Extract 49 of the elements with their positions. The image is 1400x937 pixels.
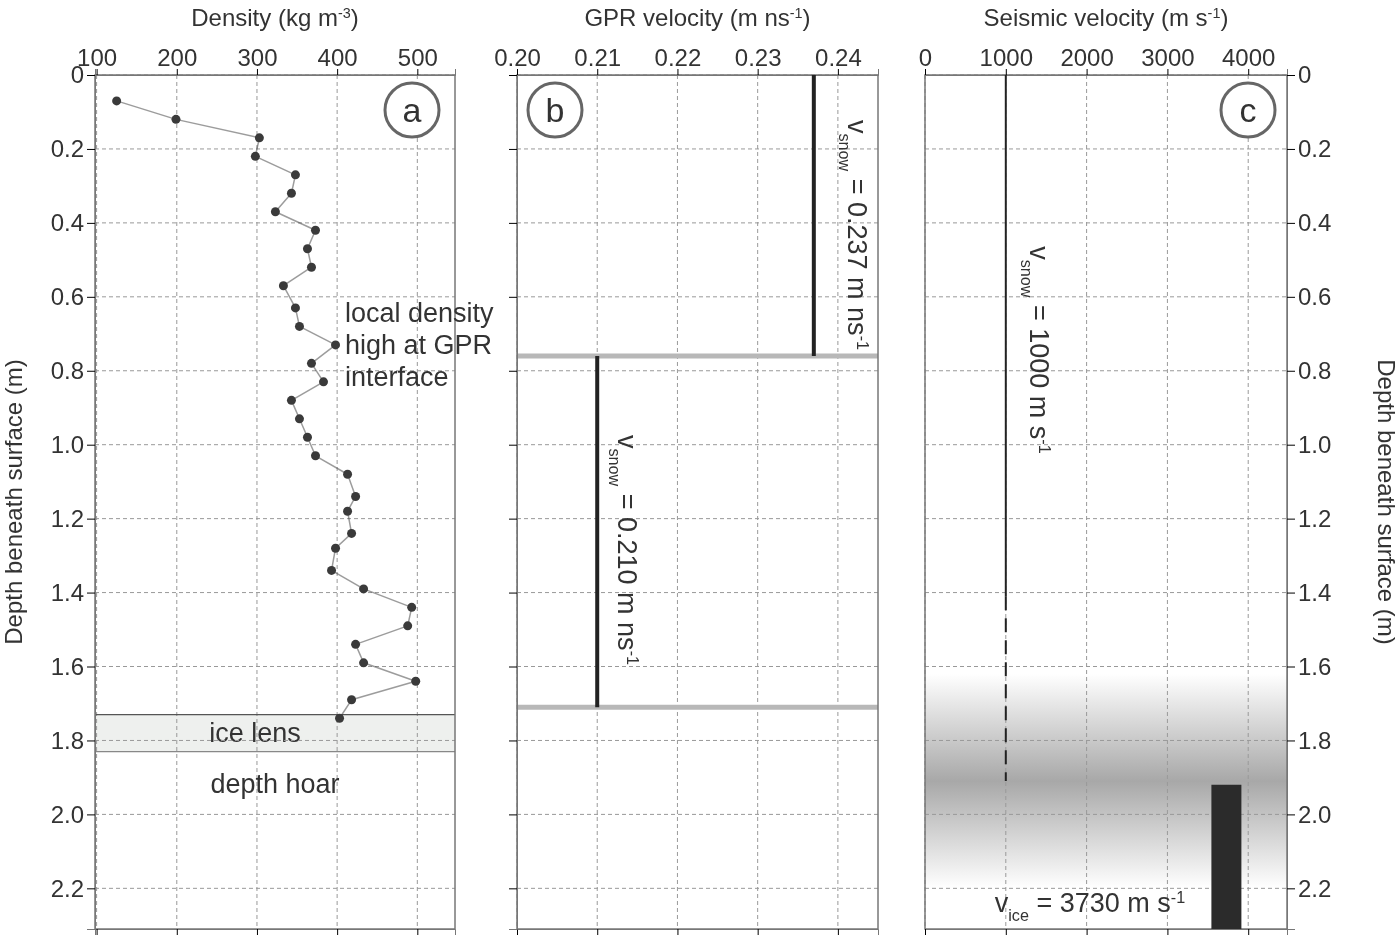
y-tick-label: 2.2 <box>1298 874 1332 902</box>
y-tick-label: 0.8 <box>1298 356 1332 384</box>
x-tick-label: 4000 <box>1222 44 1276 71</box>
y-tick-label: 0.6 <box>1298 283 1332 310</box>
x-tick-label: 1000 <box>979 44 1033 71</box>
x-axis-title: Seismic velocity (m s$^{-1}$) <box>983 4 1229 31</box>
annotation: depth hoar <box>210 769 340 799</box>
y-tick-label: 0 <box>1298 61 1312 89</box>
y-tick-label: 2.0 <box>50 800 84 828</box>
y-tick-label: 0.2 <box>50 135 84 163</box>
x-tick-label: 2000 <box>1060 44 1114 71</box>
y-tick-label: 1.6 <box>50 652 84 680</box>
annotation: a <box>402 91 422 129</box>
x-tick-label: 200 <box>157 44 198 71</box>
y-tick-label: 1.8 <box>50 726 84 754</box>
y-tick-label: 0.4 <box>50 209 84 237</box>
y-tick-label: 0.4 <box>1298 209 1332 237</box>
y-tick-label: 1.4 <box>50 578 84 606</box>
x-tick-label: 0.24 <box>815 44 862 71</box>
y-tick-label: 2.0 <box>1298 800 1332 828</box>
x-tick-label: 400 <box>317 44 358 71</box>
y-tick-label: 1.2 <box>1298 504 1332 532</box>
x-tick-label: 0.20 <box>494 44 541 71</box>
x-tick-label: 0 <box>918 44 933 71</box>
y-tick-label: 0.8 <box>50 356 84 384</box>
annotation: c <box>1239 91 1257 129</box>
y-tick-label: 1.8 <box>1298 726 1332 754</box>
y-axis-title: Depth beneath surface (m) <box>0 359 27 645</box>
x-tick-label: 500 <box>397 44 438 71</box>
y-tick-label: 2.2 <box>50 874 84 902</box>
y2-axis-title: Depth beneath surface (m) <box>1373 359 1400 645</box>
y-tick-label: 1.0 <box>1298 430 1332 458</box>
y-tick-label: 1.2 <box>50 504 84 532</box>
annotation: v$_{ice}$ = 3730 m s$^{-1}$ <box>994 888 1186 924</box>
y-tick-label: 0.6 <box>50 283 84 310</box>
y-tick-label: 0.2 <box>1298 135 1332 163</box>
y-tick-label: 1.4 <box>1298 578 1332 606</box>
x-tick-label: 300 <box>237 44 278 71</box>
y-tick-label: 1.6 <box>1298 652 1332 680</box>
band-label: ice lens <box>209 718 301 749</box>
x-tick-label: 0.23 <box>734 44 782 71</box>
x-tick-label: 0.22 <box>654 44 702 71</box>
annotation: b <box>545 91 565 129</box>
x-axis-title: Density (kg m$^{-3}$) <box>191 4 359 31</box>
y-tick-label: 1.0 <box>50 430 84 458</box>
x-tick-label: 3000 <box>1141 44 1195 71</box>
x-axis-title: GPR velocity (m ns$^{-1}$) <box>584 4 811 31</box>
x-tick-label: 0.21 <box>574 44 622 71</box>
annotation: local density high at GPR interface <box>345 298 495 392</box>
